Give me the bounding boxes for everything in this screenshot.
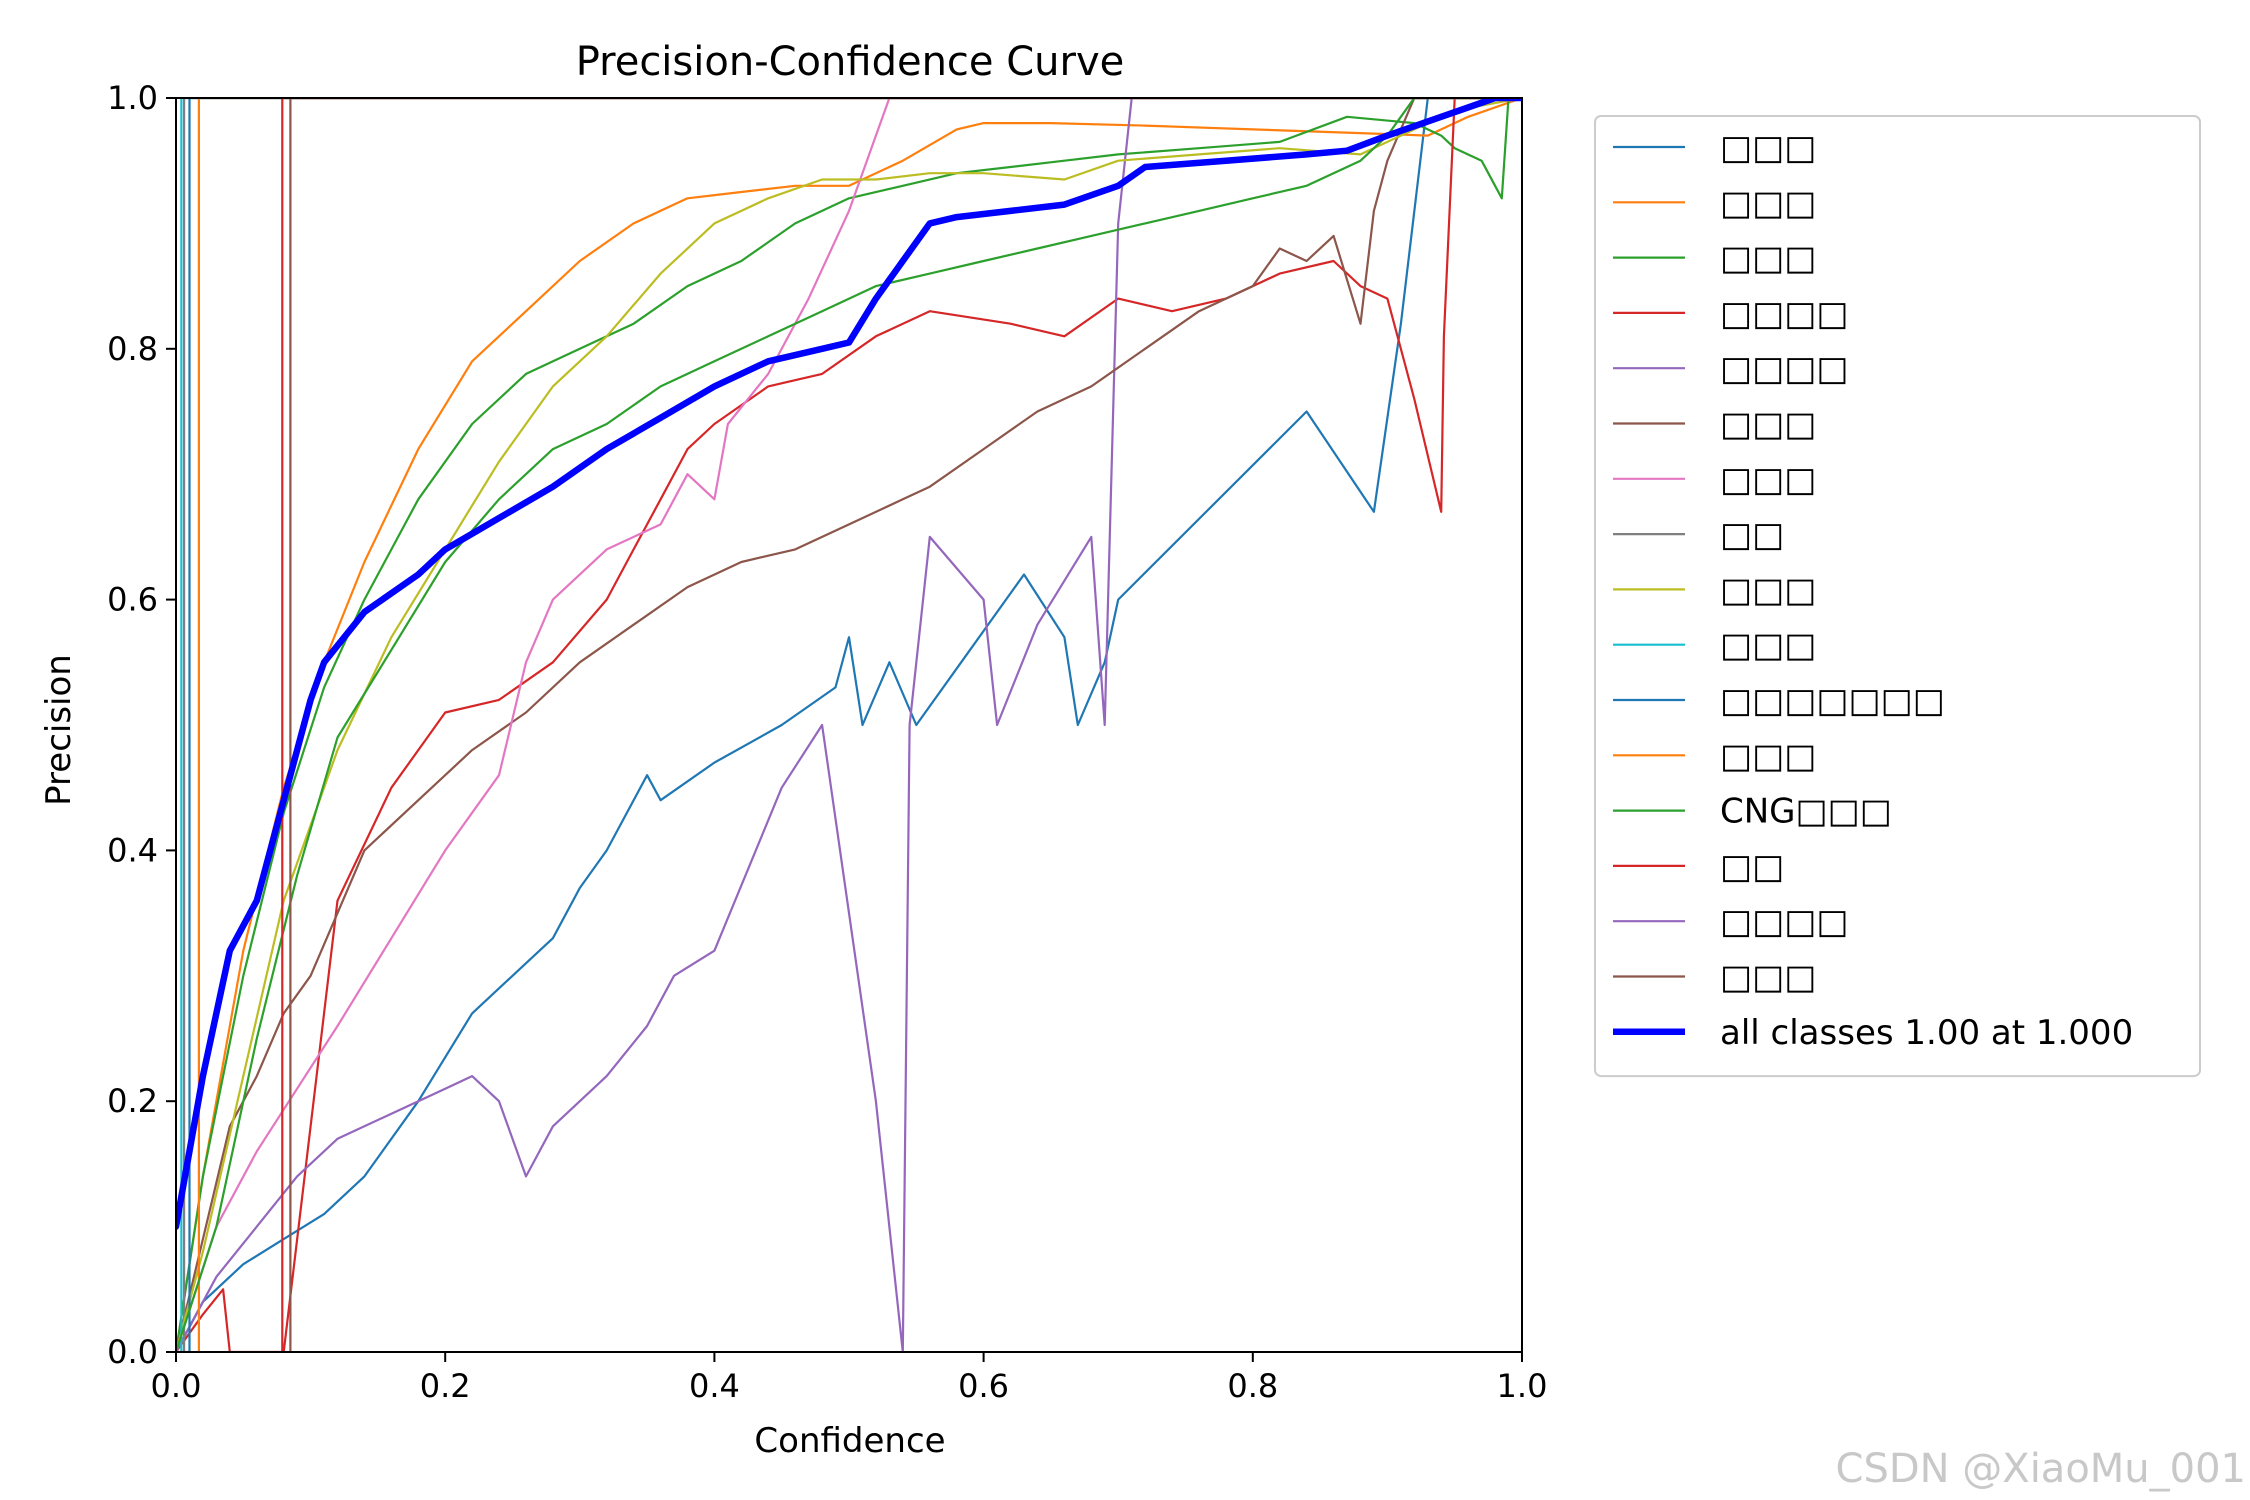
legend-label: □□□ (1720, 239, 1816, 279)
legend-label: □□□ (1720, 183, 1816, 223)
x-tick-label: 0.8 (1227, 1367, 1278, 1405)
y-tick-label: 0.4 (107, 831, 158, 869)
series-line-9 (180, 98, 1522, 1352)
legend-label: □□□ (1720, 626, 1816, 666)
legend: □□□□□□□□□□□□□□□□□□□□□□□□□□□□□□□□□□□□□□□□… (1594, 115, 2201, 1078)
series-line-1 (176, 98, 1522, 1352)
series-line-5 (176, 98, 1522, 1352)
y-tick-label: 0.2 (107, 1082, 158, 1120)
legend-label: □□ (1720, 847, 1784, 887)
series-line-2 (176, 98, 1522, 1352)
legend-label: □□□ (1720, 128, 1816, 168)
chart-title: Precision-Confidence Curve (576, 39, 1125, 85)
legend-label: □□□ (1720, 570, 1816, 610)
x-axis-label: Confidence (754, 1421, 945, 1461)
legend-label: CNG□□□ (1720, 792, 1892, 832)
x-tick-label: 0.2 (420, 1367, 471, 1405)
series-line-3 (176, 98, 1522, 1352)
series-line-4 (176, 98, 1522, 1352)
legend-label: □□□ (1720, 736, 1816, 776)
x-tick-label: 1.0 (1497, 1367, 1548, 1405)
series-line-8 (176, 98, 1522, 1352)
legend-label: □□□ (1720, 460, 1816, 500)
x-tick-label: 0.6 (958, 1367, 1009, 1405)
y-tick-label: 1.0 (107, 79, 158, 117)
axes-frame (175, 97, 1523, 1353)
series-line-11 (197, 98, 1522, 1352)
legend-label: □□□ (1720, 958, 1816, 998)
watermark: CSDN @XiaoMu_001 (1835, 1446, 2246, 1492)
legend-label: □□□□ (1720, 902, 1849, 942)
legend-box (1594, 115, 2201, 1078)
legend-label: □□□□ (1720, 294, 1849, 334)
series-line-12 (176, 98, 1522, 1352)
series-line-16 (176, 98, 1522, 1230)
legend-label: □□ (1720, 515, 1784, 555)
y-tick-label: 0.8 (107, 330, 158, 368)
legend-label: □□□□ (1720, 349, 1849, 389)
legend-label: □□□□□□□ (1720, 681, 1945, 721)
series-line-10 (188, 98, 1522, 1352)
legend-label: □□□ (1720, 405, 1816, 445)
y-tick-label: 0.6 (107, 581, 158, 619)
series-line-13 (281, 98, 1522, 1352)
x-tick-label: 0.0 (151, 1367, 202, 1405)
series-line-15 (289, 98, 1522, 1352)
y-axis-label: Precision (39, 654, 79, 806)
y-tick-label: 0.0 (107, 1333, 158, 1371)
plot-area: 0.0 0.2 0.4 0.6 0.8 1.0 0.0 0.2 0.4 0.6 0.8 1.0 (107, 79, 1547, 1405)
series-line-6 (176, 98, 1522, 1352)
series-line-7 (183, 98, 1522, 1352)
series-line-0 (176, 98, 1522, 1352)
legend-label: all classes 1.00 at 1.000 (1720, 1013, 2133, 1053)
series-group (176, 98, 1522, 1352)
x-tick-label: 0.4 (689, 1367, 740, 1405)
